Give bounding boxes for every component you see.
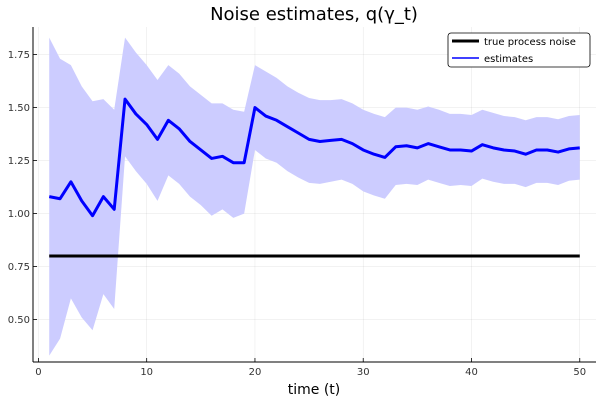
x-tick-label: 30 [357, 367, 370, 378]
legend-label-estimates: estimates [484, 54, 533, 65]
x-tick-label: 0 [35, 367, 41, 378]
y-tick-label: 1.25 [8, 156, 30, 167]
estimates-line [48, 97, 580, 218]
estimates-confidence-band [49, 37, 580, 356]
y-tick-label: 1.00 [8, 209, 30, 220]
axes [32, 27, 596, 363]
x-tick-label: 20 [249, 367, 262, 378]
x-tick-label: 10 [140, 367, 153, 378]
series-layer [48, 97, 580, 258]
legend: true process noise estimates [447, 32, 591, 68]
legend-label-true-process-noise: true process noise [484, 37, 576, 48]
legend-box [447, 32, 591, 68]
ticks: 0 10 20 30 40 50 0.50 0.75 1.00 1.25 1.50 1.75 [8, 50, 586, 378]
confidence-band-layer [49, 37, 580, 356]
x-tick-label: 50 [573, 367, 586, 378]
y-tick-label: 1.75 [8, 50, 30, 61]
x-tick-label: 40 [465, 367, 478, 378]
y-tick-label: 0.75 [8, 262, 30, 273]
x-axis-label: time (t) [288, 382, 341, 398]
chart-title: Noise estimates, q(γ_t) [210, 4, 418, 25]
y-tick-label: 1.50 [8, 103, 30, 114]
y-tick-label: 0.50 [8, 315, 30, 326]
